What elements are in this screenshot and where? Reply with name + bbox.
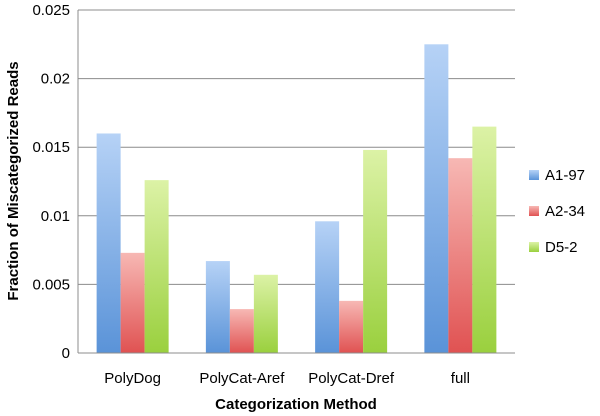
y-tick-label: 0.02: [41, 71, 70, 88]
y-tick-label: 0.025: [32, 2, 70, 19]
axes: [77, 10, 515, 354]
x-tick-labels: PolyDog PolyCat-Aref PolyCat-Dref full: [104, 370, 470, 387]
legend-swatch-A1-97: [529, 170, 539, 180]
y-tick-labels: 0 0.005 0.01 0.015 0.02 0.025: [32, 2, 70, 362]
bar-D5-2-PolyCat-Aref: [253, 274, 278, 353]
legend: A1-97 A2-34 D5-2: [529, 167, 585, 256]
x-tick-label: full: [451, 370, 470, 387]
bar-A1-97-PolyCat-Aref: [205, 261, 230, 353]
bar-A1-97-PolyDog: [96, 133, 121, 353]
bar-A2-34-full: [448, 158, 473, 353]
legend-label: D5-2: [545, 239, 578, 256]
bar-A2-34-PolyCat-Aref: [229, 309, 254, 353]
x-tick-label: PolyDog: [104, 370, 161, 387]
legend-label: A2-34: [545, 203, 585, 220]
y-tick-label: 0: [62, 345, 70, 362]
y-tick-label: 0.005: [32, 276, 70, 293]
bar-A1-97-PolyCat-Dref: [315, 221, 340, 353]
x-axis-title: Categorization Method: [215, 396, 377, 413]
bar-D5-2-full: [472, 126, 497, 354]
legend-label: A1-97: [545, 167, 585, 184]
y-axis-title: Fraction of Miscategorized Reads: [5, 61, 22, 300]
bar-D5-2-PolyCat-Dref: [363, 149, 388, 353]
x-tick-label: PolyCat-Aref: [199, 370, 285, 387]
bar-A1-97-full: [424, 44, 449, 354]
legend-swatch-D5-2: [529, 242, 539, 252]
bar-A2-34-PolyCat-Dref: [339, 300, 364, 353]
x-tick-label: PolyCat-Dref: [308, 370, 395, 387]
y-tick-label: 0.015: [32, 139, 70, 156]
bar-D5-2-PolyDog: [144, 180, 169, 353]
y-tick-label: 0.01: [41, 208, 70, 225]
bars: [96, 44, 497, 354]
legend-swatch-A2-34: [529, 206, 539, 216]
bar-A2-34-PolyDog: [120, 252, 145, 353]
